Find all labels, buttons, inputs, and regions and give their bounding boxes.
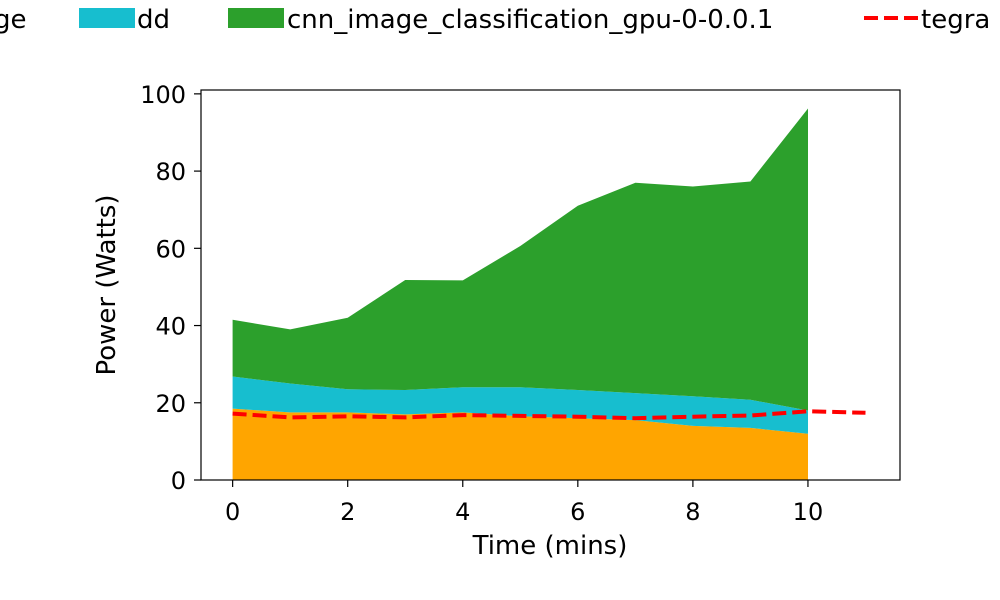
- legend-swatch-dd: [79, 8, 135, 28]
- x-axis: 0 2 4 6 8 10: [225, 480, 823, 526]
- x-tick-label: 4: [455, 498, 470, 526]
- legend-label-dd: dd: [137, 5, 170, 35]
- y-tick-label: 60: [155, 235, 186, 263]
- x-tick-label: 2: [340, 498, 355, 526]
- plot-frame: [200, 89, 901, 481]
- y-tick-label: 80: [155, 158, 186, 186]
- line-series-tegra: [232, 409, 866, 421]
- y-axis-label: Power (Watts): [92, 194, 122, 375]
- y-tick-label: 0: [171, 467, 186, 495]
- area-series-3: [232, 108, 809, 411]
- x-tick-label: 6: [570, 498, 585, 526]
- x-axis-label: Time (mins): [472, 531, 628, 561]
- area-series-1: [232, 408, 809, 480]
- y-tick-label: 20: [155, 390, 186, 418]
- legend-label-cnn: cnn_image_classification_gpu-0-0.0.1: [287, 5, 773, 35]
- x-tick-label: 10: [793, 498, 824, 526]
- legend-label-ge: ge: [0, 5, 27, 35]
- y-tick-label: 100: [140, 81, 186, 109]
- plot-area: [232, 108, 866, 480]
- x-tick-label: 0: [225, 498, 240, 526]
- legend: ge dd cnn_image_classification_gpu-0-0.0…: [0, 5, 990, 35]
- x-tick-label: 8: [685, 498, 700, 526]
- legend-label-tegra: tegra: [921, 5, 990, 35]
- legend-swatch-cnn: [228, 8, 284, 28]
- y-axis: 0 20 40 60 80 100: [140, 81, 201, 495]
- y-tick-label: 40: [155, 313, 186, 341]
